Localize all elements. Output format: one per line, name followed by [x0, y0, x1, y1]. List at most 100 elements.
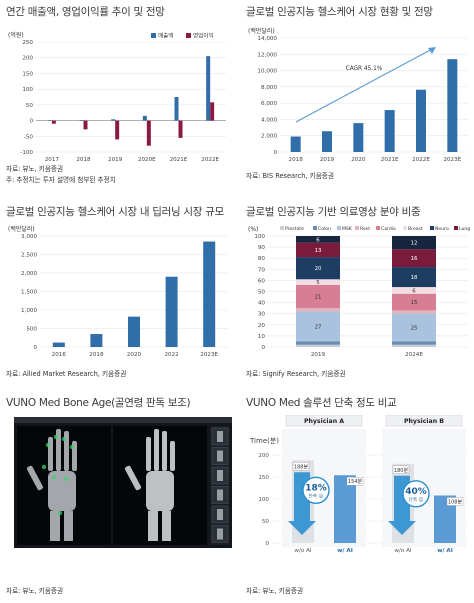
- panel-title: VUNO Med Bone Age(골연령 판독 보조): [6, 397, 191, 409]
- trend-arrow: [295, 47, 435, 123]
- y-tick-label: 40: [258, 301, 266, 307]
- palm-bone: [146, 471, 174, 511]
- y-tick-label: 0: [29, 119, 33, 125]
- bar: [128, 316, 140, 347]
- bar: [416, 89, 426, 152]
- data-label: 15: [411, 300, 418, 306]
- stack-segment: [296, 308, 340, 312]
- radius-bone: [148, 511, 158, 541]
- reading-time-chart: Time(분) 0 50 100 150 200 Physician A 188분 w/o AI…: [249, 415, 468, 554]
- finger-bone: [162, 431, 167, 471]
- y-tick-label: -50: [24, 134, 34, 140]
- bar: [384, 110, 395, 152]
- y-tick-label: 10,000: [257, 69, 277, 75]
- y-tick-label: 0: [261, 345, 265, 351]
- bar-with-ai: [334, 475, 356, 543]
- legend-swatch: [151, 33, 156, 38]
- unit-label: (%): [248, 226, 258, 233]
- thumb-bone: [124, 465, 142, 491]
- revenue-chart: (억원) -100 -50 0 50 100 150 200 250 2017 2018 2019 20…: [8, 31, 226, 163]
- data-label: 27: [315, 324, 322, 330]
- stack-segment: [392, 313, 436, 342]
- x-tick-label: w/ AI: [337, 548, 353, 554]
- y-tick-label: 50: [26, 103, 34, 109]
- y-tick-label: 2,500: [21, 253, 37, 259]
- stack-segment: [296, 242, 340, 258]
- reduction-value: 40%: [405, 487, 427, 497]
- roi-marker: [53, 434, 59, 440]
- roi-marker: [41, 464, 47, 470]
- xray-image: [14, 417, 232, 548]
- roi-marker: [61, 436, 67, 442]
- x-tick-label: 2019: [108, 157, 123, 163]
- x-tick-label: 2020: [127, 352, 142, 358]
- thumbnail-hand: [217, 431, 223, 442]
- stack-segment: [296, 257, 340, 280]
- x-tick-label: 2024E: [405, 352, 423, 358]
- y-tick-label: 2,000: [261, 134, 277, 140]
- legend-label: MSK: [342, 226, 353, 232]
- bar: [322, 131, 332, 152]
- stack-segment: [296, 341, 340, 345]
- value-box: [292, 462, 310, 471]
- data-label: 154분: [348, 479, 363, 485]
- finger-bone: [64, 431, 69, 471]
- finger-bone: [154, 429, 159, 471]
- y-tick-label: 80: [258, 256, 266, 262]
- value-box: [446, 497, 464, 506]
- legend-label: Colon: [318, 226, 331, 232]
- stack-segment: [296, 344, 340, 347]
- y-tick-label: 14,000: [257, 36, 277, 42]
- x-tick-label: 2022E: [412, 157, 430, 163]
- cagr-annotation: CAGR 45.1%: [346, 66, 383, 72]
- legend-label: Rest: [360, 226, 370, 232]
- y-tick-label: 60: [258, 278, 266, 284]
- panel-title: 글로벌 인공지능 기반 의료영상 분야 비중: [246, 206, 421, 218]
- reduction-badge: [402, 480, 430, 508]
- trend-arrowhead: [428, 47, 436, 54]
- source-note: 자료: 뷰노, 키움증권: [246, 587, 304, 595]
- bone-age-panel: VUNO Med Bone Age(골연령 판독 보조) 자료: 뷰노, 키움증…: [6, 395, 234, 600]
- y-tick-label: 90: [258, 245, 266, 251]
- bar: [165, 276, 178, 347]
- unit-label: (억원): [8, 31, 24, 39]
- stack-segment: [392, 293, 436, 311]
- bar-op-profit: [178, 120, 183, 138]
- y-tick-label: 12,000: [257, 52, 277, 58]
- deep-learning-panel: 글로벌 인공지능 헬스케어 시장 내 딥러닝 시장 규모 (백만달러) 0 500 1…: [6, 204, 231, 384]
- palm-bone: [48, 471, 76, 511]
- legend-swatch: [280, 226, 284, 230]
- deep-learning-chart: (백만달러) 0 500 1,000 1,500 2,000 2,500 3,000 2016 2…: [8, 225, 228, 358]
- value-box: [392, 465, 410, 474]
- legend-label: Breast: [408, 226, 423, 232]
- x-tick-label: 2016: [52, 352, 67, 358]
- y-tick-label: 200: [22, 56, 33, 62]
- panel-title: 연간 매출액, 영업이익률 추이 및 전망: [6, 6, 165, 18]
- bar: [203, 241, 216, 347]
- y-tick-label: 200: [258, 453, 269, 459]
- y-tick-label: 100: [22, 87, 33, 93]
- data-label: 20: [315, 266, 322, 272]
- y-tick-label: 6,000: [261, 101, 277, 107]
- reduction-value: 18%: [305, 483, 327, 493]
- legend-label: Neuro: [435, 226, 449, 232]
- y-tick-label: 8,000: [261, 85, 277, 91]
- y-tick-label: 100: [254, 234, 265, 240]
- x-tick-label: w/o AI: [394, 548, 411, 554]
- data-label: 6: [412, 288, 416, 294]
- y-axis-label: Time(분): [249, 437, 279, 445]
- y-tick-label: 10: [258, 334, 266, 340]
- finger-bone: [170, 441, 175, 471]
- y-tick-label: -100: [20, 150, 33, 156]
- stack-segment: [392, 267, 436, 288]
- stack-segment: [392, 249, 436, 268]
- source-note: 자료: BIS Research, 키움증권: [246, 172, 334, 180]
- stack-segment: [296, 284, 340, 309]
- y-tick-label: 4,000: [261, 117, 277, 123]
- y-tick-label: 70: [258, 267, 266, 273]
- x-tick-label: 2021E: [381, 157, 399, 163]
- data-label: 108분: [448, 499, 463, 505]
- thumbnail-hand: [217, 489, 223, 501]
- x-tick-label: 2019: [311, 352, 326, 358]
- panel-title: 글로벌 인공지능 헬스케어 시장 현황 및 전망: [246, 6, 433, 18]
